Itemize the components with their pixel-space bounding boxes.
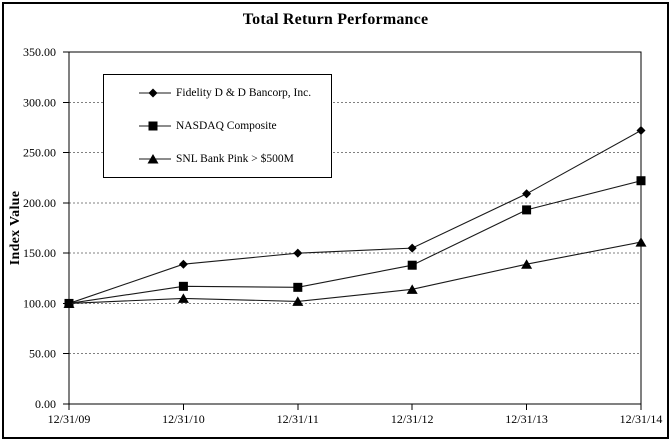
triangle-series-icon [139,153,171,164]
x-tick-label: 12/31/12 [391,412,434,426]
diamond-marker [148,88,158,98]
diamond-marker [293,248,303,258]
square-marker [522,205,532,215]
legend-entry-snl: SNL Bank Pink > $500M [104,153,331,165]
y-tick-label: 50.00 [29,347,56,361]
x-tick-label: 12/31/11 [277,412,319,426]
square-marker [636,176,646,186]
square-series-icon [139,121,171,131]
legend-label: SNL Bank Pink > $500M [176,152,294,165]
legend: Fidelity D & D Bancorp, Inc. NASDAQ Comp… [103,74,332,178]
chart-title: Total Return Performance [242,11,429,28]
legend-entry-nasdaq: NASDAQ Composite [104,120,331,132]
x-tick-label: 12/31/09 [48,412,91,426]
triangle-marker [292,296,304,306]
y-tick-label: 300.00 [23,95,56,109]
plot-border [68,51,642,405]
diamond-marker [636,125,646,135]
triangle-marker [406,284,418,294]
series-line [68,129,642,304]
triangle-marker [147,153,159,164]
square-marker [407,260,417,270]
triangle-marker [177,293,189,303]
series-line [68,241,642,304]
y-tick-label: 100.00 [23,296,56,310]
diamond-series-icon [139,88,171,98]
square-marker [293,282,303,292]
legend-label: Fidelity D & D Bancorp, Inc. [176,87,312,100]
square-marker [178,281,188,291]
triangle-marker [521,259,533,269]
square-marker [148,121,158,131]
y-tick-label: 350.00 [23,45,56,59]
legend-entry-fidelity: Fidelity D & D Bancorp, Inc. [104,87,331,99]
y-tick-label: 150.00 [23,246,56,260]
x-tick-label: 12/31/10 [162,412,205,426]
y-tick-label: 250.00 [23,146,56,160]
diamond-marker [407,243,417,253]
legend-label: NASDAQ Composite [176,119,277,132]
x-tick-label: 12/31/14 [620,412,663,426]
y-tick-label: 0.00 [35,397,56,411]
x-tick-label: 12/31/13 [505,412,548,426]
diamond-marker [522,189,532,199]
diamond-marker [178,259,188,269]
y-tick-label: 200.00 [23,196,56,210]
triangle-marker [635,237,647,247]
series-line [68,180,642,304]
triangle-marker [63,298,75,308]
